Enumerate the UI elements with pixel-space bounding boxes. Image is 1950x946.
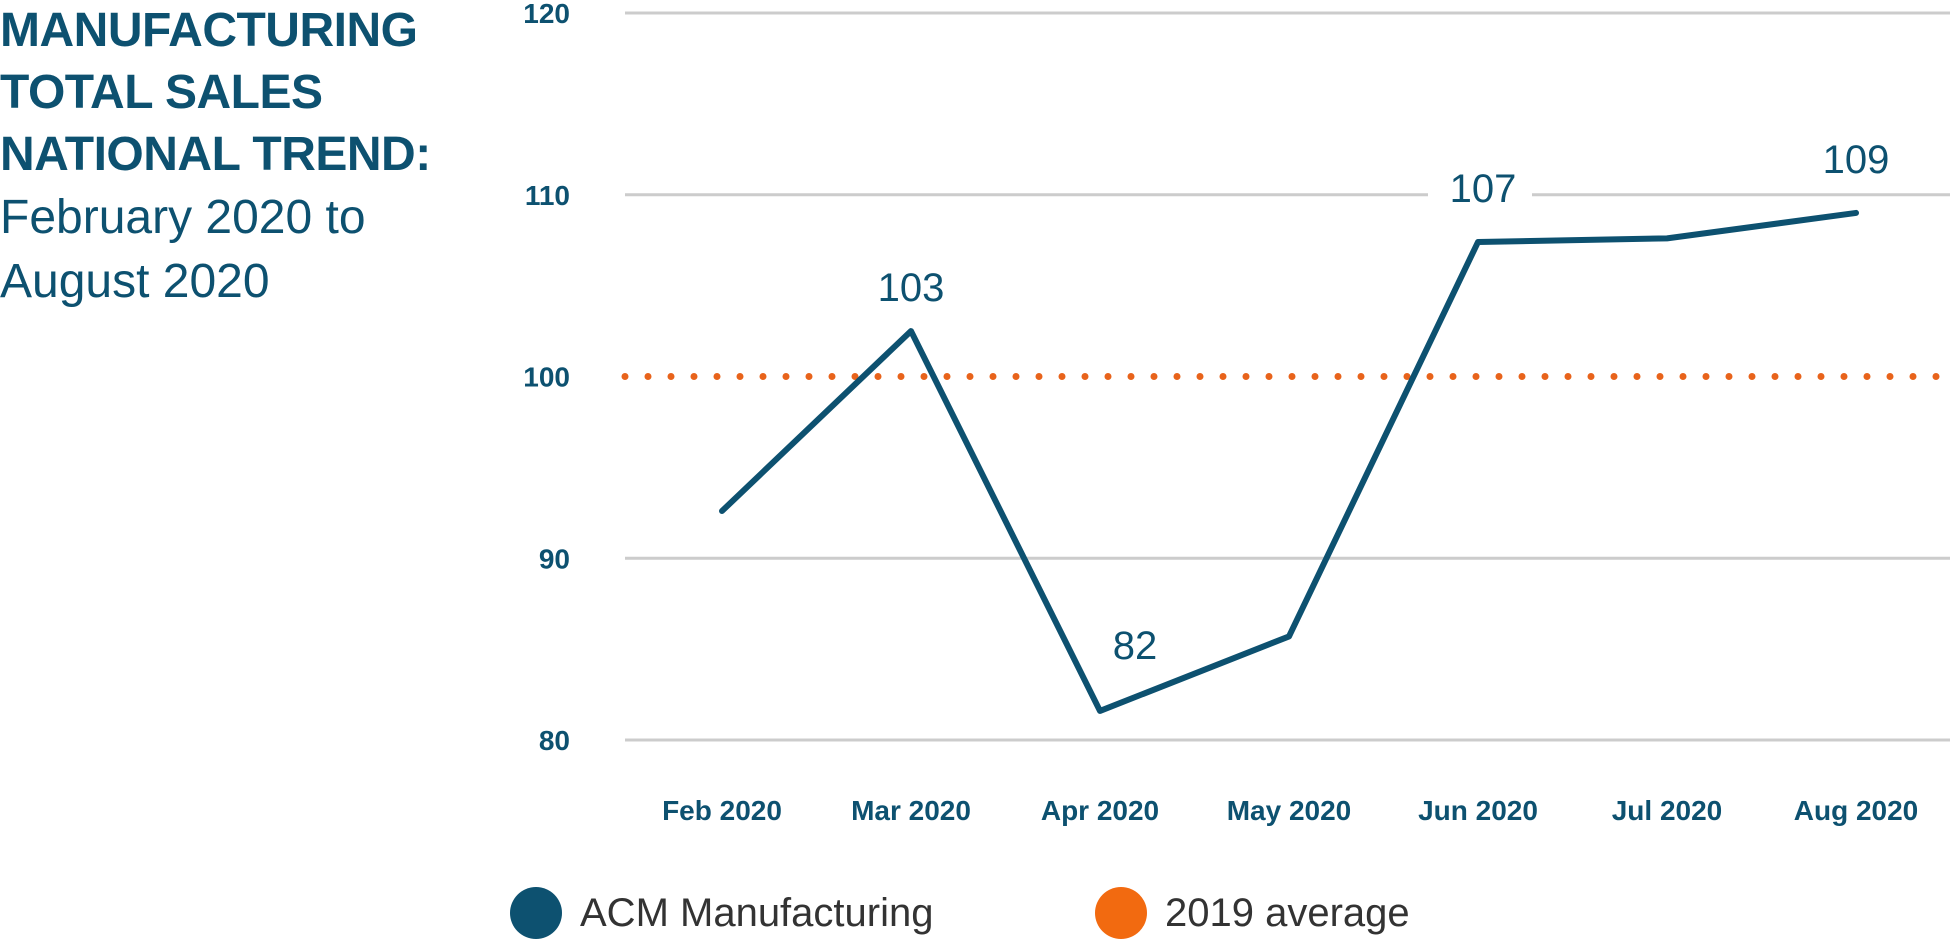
x-tick-label-jul-2020: Jul 2020	[1612, 795, 1723, 826]
data-labels: 103 82 107 109	[878, 138, 1890, 668]
data-label-mar-2020: 103	[878, 266, 945, 310]
y-tick-label-120: 120	[523, 0, 570, 29]
x-tick-label-mar-2020: Mar 2020	[851, 795, 971, 826]
grid-lines	[625, 11, 1950, 742]
x-tick-label-apr-2020: Apr 2020	[1041, 795, 1159, 826]
x-axis-ticks: Feb 2020 Mar 2020 Apr 2020 May 2020 Jun 2020…	[662, 795, 1918, 826]
x-tick-label-aug-2020: Aug 2020	[1794, 795, 1919, 826]
y-tick-label-90: 90	[539, 543, 570, 574]
data-label-apr-2020: 82	[1113, 624, 1158, 668]
series-group	[719, 209, 1859, 714]
data-label-jun-2020: 107	[1450, 167, 1517, 211]
x-tick-label-feb-2020: Feb 2020	[662, 795, 782, 826]
legend-swatch-acm	[510, 887, 562, 939]
subtitle-line-1: February 2020 to	[0, 191, 366, 244]
y-tick-label-80: 80	[539, 725, 570, 756]
x-tick-label-may-2020: May 2020	[1227, 795, 1352, 826]
x-tick-label-jun-2020: Jun 2020	[1418, 795, 1538, 826]
data-label-aug-2020: 109	[1823, 138, 1890, 182]
y-tick-label-110: 110	[525, 180, 570, 211]
subtitle-line-2: August 2020	[0, 255, 270, 308]
legend-label-2019-average: 2019 average	[1165, 890, 1410, 935]
legend-swatch-2019-average	[1095, 887, 1147, 939]
title-line-3: NATIONAL TREND:	[0, 128, 431, 181]
series-line-acm-manufacturing	[719, 209, 1859, 714]
legend-item-acm: ACM Manufacturing	[510, 887, 933, 939]
chart-title: MANUFACTURING TOTAL SALES NATIONAL TREND…	[0, 0, 470, 314]
title-line-2: TOTAL SALES	[0, 66, 323, 119]
legend-item-2019-average: 2019 average	[1095, 887, 1410, 939]
y-tick-label-100: 100	[523, 362, 570, 393]
legend-label-acm: ACM Manufacturing	[580, 890, 934, 935]
y-axis-ticks: 80 90 100 110 120	[523, 0, 570, 756]
title-line-1: MANUFACTURING	[0, 4, 418, 57]
